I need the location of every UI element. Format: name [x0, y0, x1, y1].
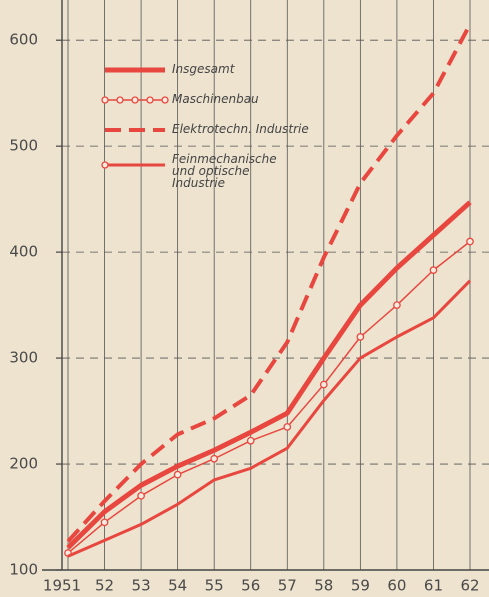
x-tick-label: 52 [95, 577, 114, 595]
point [466, 237, 474, 246]
legend-point [101, 96, 109, 104]
y-tick-label: 600 [9, 31, 38, 49]
point [283, 423, 292, 431]
y-tick-label: 500 [9, 137, 38, 155]
point [429, 266, 438, 274]
legend-point [146, 96, 154, 104]
legend-label: Insgesamt [172, 62, 235, 76]
x-tick-label: 54 [168, 577, 187, 595]
x-tick-label: 53 [132, 577, 151, 595]
series-line [66, 200, 472, 550]
point [356, 333, 365, 341]
series-line [67, 240, 471, 554]
series-line [67, 279, 472, 558]
legend-label: Elektrotechn. Industrie [172, 122, 309, 136]
series-line [66, 23, 472, 543]
point [246, 436, 255, 445]
x-tick-label: 55 [205, 577, 224, 595]
point [210, 454, 219, 463]
legend-point [131, 96, 139, 104]
x-tick-label: 1951 [43, 577, 81, 595]
point [319, 380, 328, 389]
point [393, 301, 401, 309]
x-tick-label: 61 [424, 577, 443, 595]
point [100, 518, 109, 527]
point [173, 470, 182, 479]
y-tick-label: 200 [9, 455, 38, 473]
legend-label: Maschinenbau [172, 92, 259, 106]
x-tick-label: 60 [387, 577, 406, 595]
legend-point [101, 161, 109, 169]
x-tick-label: 58 [314, 577, 333, 595]
legend-point [116, 96, 124, 104]
y-tick-label: 100 [9, 561, 38, 579]
y-tick-label: 300 [9, 349, 38, 367]
y-tick-label: 400 [9, 243, 38, 261]
legend-label: Feinmechanische und optische Industrie [172, 152, 277, 190]
x-tick-label: 62 [460, 577, 479, 595]
x-tick-label: 57 [278, 577, 297, 595]
x-tick-label: 59 [351, 577, 370, 595]
x-tick-label: 56 [241, 577, 260, 595]
legend-point [161, 96, 169, 104]
point [137, 491, 145, 500]
